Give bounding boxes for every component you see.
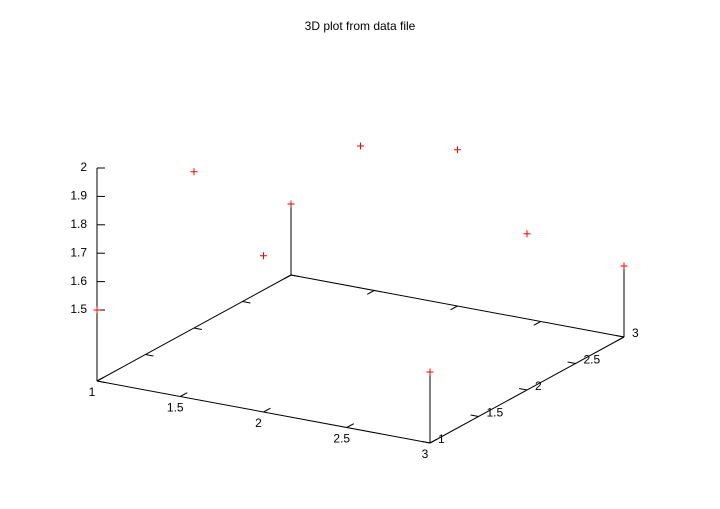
x-tick [283,274,292,280]
z-tick-label: 1.8 [70,217,87,231]
x-tick-label: 3 [422,447,429,461]
x-tick [450,305,458,311]
point [190,168,198,176]
z-tick-label: 1.9 [70,189,87,203]
y-tick-label: 1 [438,432,445,446]
chart-title: 3D plot from data file [305,19,416,33]
x-tick [616,336,625,342]
point [357,142,364,150]
y-tick [290,274,299,277]
y-tick-label: 3 [632,326,639,340]
point [454,146,461,154]
z-tick-label: 1.7 [70,245,87,259]
point [260,252,267,260]
x-tick [533,321,541,326]
y-tick [519,388,528,391]
x-tick [263,407,271,413]
x-tick [429,438,438,444]
x-tick [366,290,375,295]
point [287,200,295,208]
x-tick-label: 1.5 [167,401,184,415]
x-tick-label: 1 [89,385,96,399]
z-tick-label: 2 [80,160,87,174]
y-tick [145,354,154,357]
z-tick-label: 1.5 [70,302,87,316]
y-tick [470,414,479,417]
y-tick-label: 2 [535,379,542,393]
point [523,230,531,238]
x-tick-label: 2 [255,416,262,430]
x-tick [180,392,188,397]
y-tick-label: 1.5 [487,406,504,420]
point [426,368,434,376]
y-tick [193,327,202,330]
y-tick [567,361,576,364]
x-tick [346,423,355,428]
y-tick [96,380,105,383]
x-tick-label: 2.5 [333,432,350,446]
z-tick-label: 1.6 [70,274,87,288]
point [620,262,628,270]
point [93,306,101,314]
y-tick-label: 2.5 [584,353,601,367]
x-tick [96,376,105,382]
y-tick [616,335,625,338]
y-tick [242,301,251,304]
y-tick [422,441,431,444]
